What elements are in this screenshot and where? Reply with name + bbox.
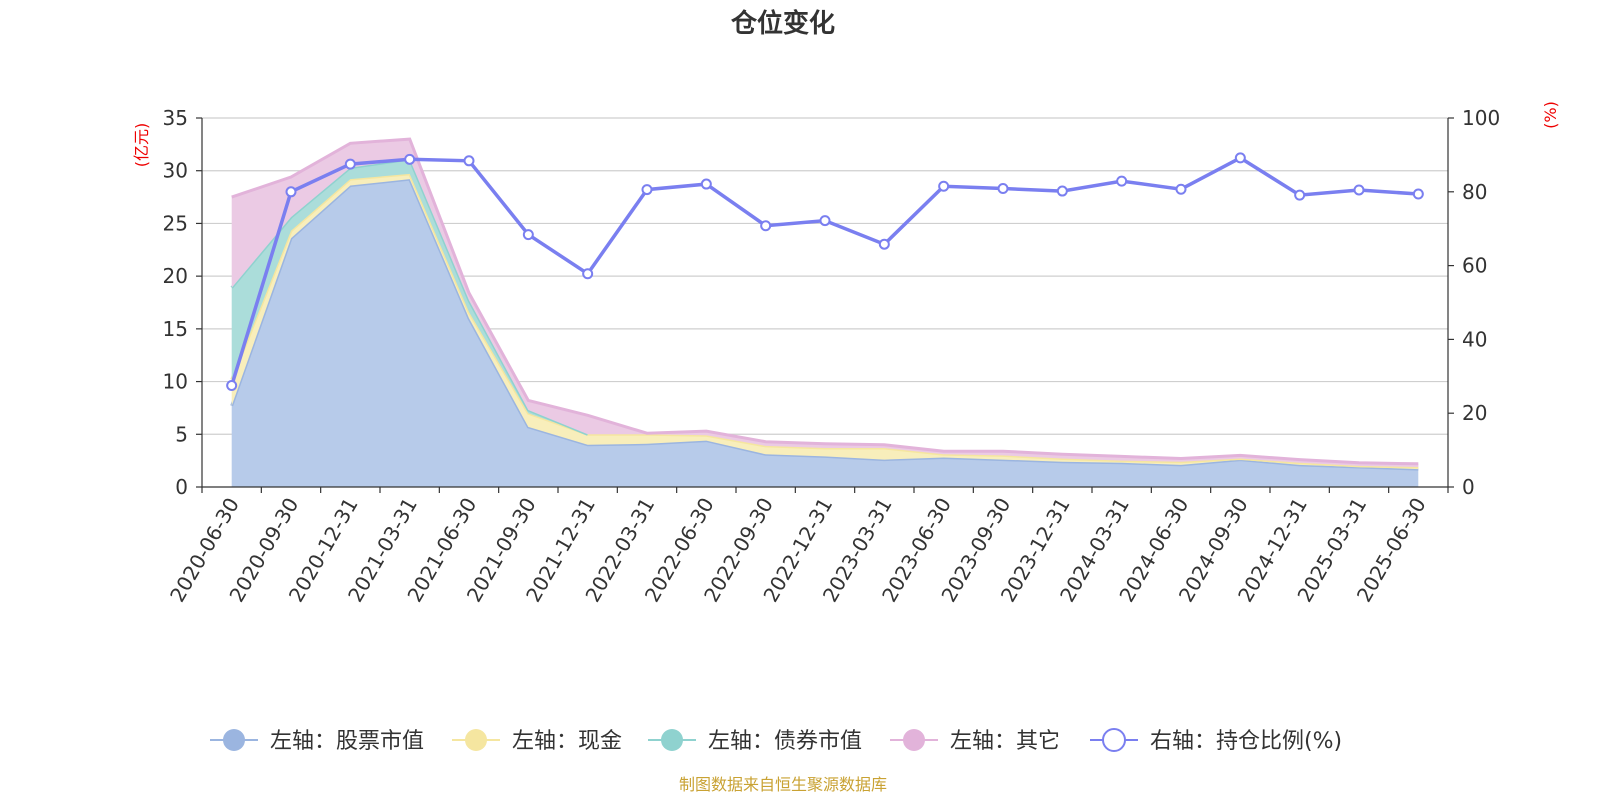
ratio-point[interactable]	[760, 220, 772, 232]
ratio-point[interactable]	[1116, 175, 1128, 187]
ratio-point[interactable]	[1056, 185, 1068, 197]
right-axis-tick-label: 60	[1462, 254, 1487, 278]
legend-label: 左轴：现金	[512, 729, 622, 754]
legend-item[interactable]: 左轴：现金	[452, 729, 622, 754]
ratio-point[interactable]	[404, 153, 416, 165]
legend-marker	[465, 729, 487, 751]
ratio-point[interactable]	[700, 178, 712, 190]
left-axis-tick-label: 5	[175, 422, 188, 446]
legend-item[interactable]: 左轴：股票市值	[210, 729, 424, 754]
ratio-line	[226, 152, 1424, 392]
ratio-point[interactable]	[819, 215, 831, 227]
left-axis-tick-label: 35	[163, 106, 188, 130]
right-axis-tick-label: 0	[1462, 475, 1475, 499]
legend-marker	[661, 729, 683, 751]
ratio-point[interactable]	[1234, 152, 1246, 164]
legend-label: 左轴：股票市值	[270, 729, 424, 754]
left-axis-tick-label: 25	[163, 211, 188, 235]
ratio-point[interactable]	[1353, 184, 1365, 196]
ratio-point[interactable]	[878, 238, 890, 250]
ratio-point[interactable]	[463, 155, 475, 167]
left-axis-unit: (亿元)	[132, 123, 151, 168]
ratio-point[interactable]	[226, 380, 238, 392]
left-axis-tick-label: 20	[163, 264, 188, 288]
ratio-point[interactable]	[582, 268, 594, 280]
right-axis-tick-label: 40	[1462, 327, 1487, 351]
ratio-point[interactable]	[938, 180, 950, 192]
legend-marker	[903, 729, 925, 751]
right-axis-tick-label: 100	[1462, 106, 1500, 130]
legend-item[interactable]: 左轴：其它	[890, 729, 1060, 754]
left-axis-tick-label: 15	[163, 317, 188, 341]
right-axis-tick-label: 20	[1462, 401, 1487, 425]
ratio-point[interactable]	[522, 229, 534, 241]
legend-marker	[1102, 728, 1126, 752]
left-axis-tick-label: 30	[163, 159, 188, 183]
left-axis-tick-label: 10	[163, 370, 188, 394]
area-series	[230, 137, 1419, 487]
legend-label: 左轴：其它	[950, 729, 1060, 754]
legend: 左轴：股票市值 左轴：现金 左轴：债券市值 左轴：其它 右轴：持仓比例(%)	[210, 728, 1342, 754]
right-axis-unit: (%)	[1541, 101, 1560, 129]
legend-item[interactable]: 左轴：债券市值	[648, 729, 862, 754]
legend-marker	[223, 729, 245, 751]
ratio-point[interactable]	[344, 158, 356, 170]
ratio-point[interactable]	[1294, 189, 1306, 201]
legend-label: 左轴：债券市值	[708, 729, 862, 754]
left-axis-tick-label: 0	[175, 475, 188, 499]
right-axis-tick-label: 80	[1462, 180, 1487, 204]
ratio-point[interactable]	[1175, 183, 1187, 195]
area-0	[231, 179, 1419, 487]
ratio-point[interactable]	[285, 186, 297, 198]
ratio-point[interactable]	[1412, 188, 1424, 200]
chart-title: 仓位变化	[730, 8, 835, 39]
source-note: 制图数据来自恒生聚源数据库	[679, 775, 887, 794]
ratio-point[interactable]	[997, 182, 1009, 194]
legend-item[interactable]: 右轴：持仓比例(%)	[1090, 728, 1342, 754]
ratio-point[interactable]	[641, 184, 653, 196]
area-edge-3	[231, 137, 1419, 466]
legend-label: 右轴：持仓比例(%)	[1150, 729, 1342, 754]
